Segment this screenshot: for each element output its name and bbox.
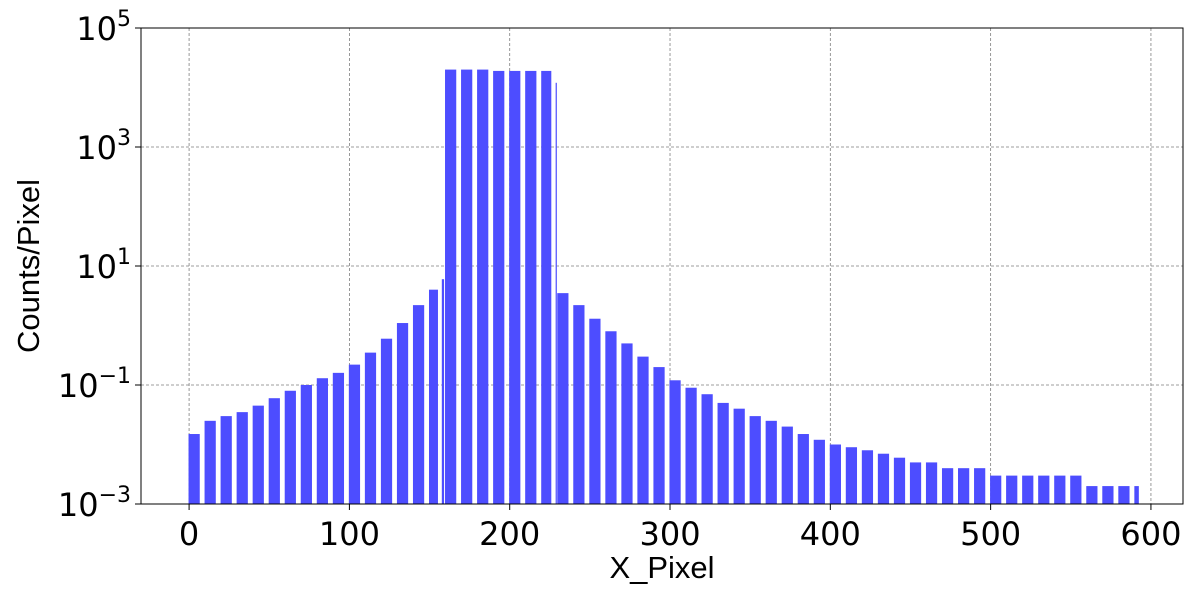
bar bbox=[941, 468, 954, 504]
bar bbox=[573, 305, 585, 504]
y-axis-label: Counts/Pixel bbox=[11, 179, 46, 353]
x-axis-label: X_Pixel bbox=[609, 550, 714, 585]
bar bbox=[669, 380, 681, 504]
bar bbox=[428, 289, 438, 504]
y-tick-label: 103 bbox=[76, 126, 131, 167]
bar bbox=[829, 444, 841, 504]
bar bbox=[1054, 475, 1066, 504]
y-tick-label: 105 bbox=[76, 7, 131, 48]
x-tick-label: 100 bbox=[319, 515, 380, 553]
x-tick-label: 0 bbox=[179, 515, 199, 553]
bar bbox=[990, 475, 1002, 504]
bar bbox=[1038, 475, 1050, 504]
bar bbox=[893, 457, 906, 504]
bar bbox=[380, 338, 393, 504]
bar bbox=[268, 398, 280, 504]
bar bbox=[909, 462, 922, 504]
y-ticks: 10−3 10−1 101 103 105 bbox=[58, 7, 141, 524]
bar bbox=[653, 367, 665, 504]
bar bbox=[477, 69, 489, 504]
bar bbox=[555, 82, 557, 504]
bar bbox=[974, 468, 986, 504]
bar bbox=[236, 412, 248, 504]
bar bbox=[1118, 486, 1130, 504]
bar bbox=[252, 405, 264, 504]
bar bbox=[797, 434, 809, 504]
y-tick-label: 101 bbox=[76, 245, 131, 286]
bar bbox=[364, 352, 377, 504]
bar bbox=[461, 69, 473, 504]
bar bbox=[1070, 475, 1082, 504]
bar bbox=[781, 426, 793, 504]
x-tick-label: 300 bbox=[639, 515, 700, 553]
bar bbox=[1086, 486, 1098, 504]
bar bbox=[717, 402, 729, 504]
bar bbox=[1022, 475, 1034, 504]
bar bbox=[749, 416, 761, 504]
bar bbox=[220, 416, 232, 504]
bar bbox=[813, 439, 825, 504]
bar bbox=[412, 305, 425, 504]
bar bbox=[1102, 486, 1114, 504]
bar bbox=[509, 70, 521, 505]
bar bbox=[316, 378, 328, 504]
bar bbox=[925, 462, 938, 504]
bar bbox=[958, 468, 970, 504]
bar bbox=[765, 420, 777, 504]
x-tick-label: 200 bbox=[479, 515, 540, 553]
bar bbox=[685, 387, 697, 504]
bar bbox=[284, 390, 296, 504]
y-tick-label: 10−1 bbox=[58, 364, 131, 405]
bar bbox=[441, 279, 445, 504]
bar bbox=[557, 293, 569, 504]
bar bbox=[188, 434, 200, 504]
bar bbox=[332, 372, 345, 504]
bar bbox=[845, 447, 858, 504]
bar bbox=[621, 343, 633, 504]
bar bbox=[637, 356, 649, 504]
bar bbox=[541, 70, 552, 505]
bar bbox=[1006, 475, 1018, 504]
x-ticks: 0 100 200 300 400 500 600 bbox=[179, 504, 1181, 553]
bar bbox=[204, 420, 216, 504]
bar bbox=[701, 394, 713, 504]
bar bbox=[300, 385, 312, 504]
y-tick-label: 10−3 bbox=[58, 483, 131, 524]
bar bbox=[348, 364, 361, 504]
bar bbox=[877, 453, 890, 504]
bar bbox=[589, 318, 601, 504]
x-tick-label: 500 bbox=[960, 515, 1021, 553]
bar bbox=[861, 450, 874, 504]
bar bbox=[396, 323, 409, 504]
bars bbox=[188, 69, 1139, 505]
x-tick-label: 600 bbox=[1120, 515, 1181, 553]
x-tick-label: 400 bbox=[800, 515, 861, 553]
bar bbox=[525, 70, 537, 505]
bar bbox=[733, 408, 745, 504]
bar bbox=[493, 70, 505, 505]
bar bbox=[1134, 486, 1139, 504]
bar bbox=[445, 69, 457, 504]
bar bbox=[605, 331, 617, 504]
